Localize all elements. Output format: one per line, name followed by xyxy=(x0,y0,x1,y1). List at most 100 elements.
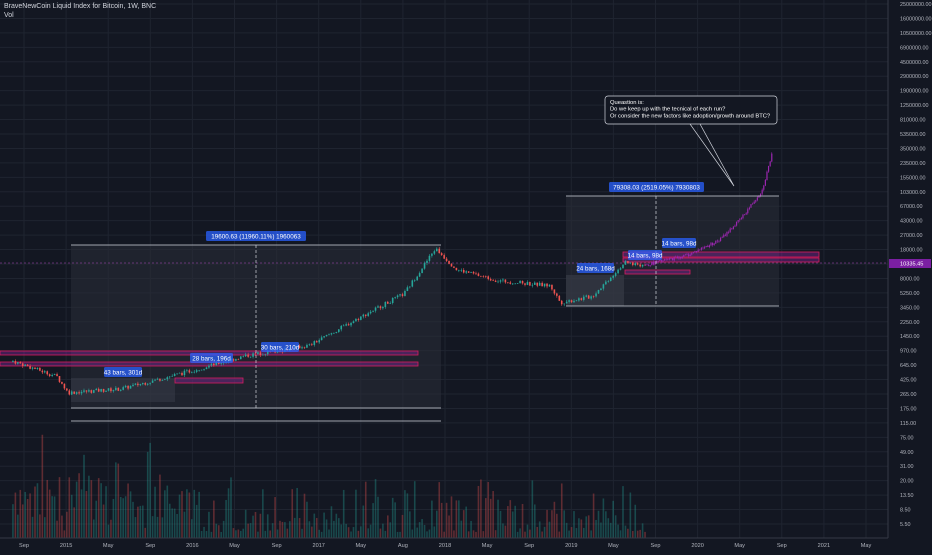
volume-bar xyxy=(560,483,563,538)
candle-body xyxy=(516,283,519,284)
volume-bar xyxy=(203,526,205,538)
candle-body xyxy=(597,290,600,294)
y-tick-label: 115.00 xyxy=(900,421,916,427)
volume-bar xyxy=(614,515,617,538)
volume-bar xyxy=(318,529,320,538)
projection-candle xyxy=(739,219,741,221)
volume-bar xyxy=(119,496,122,538)
candle-body xyxy=(63,383,66,389)
volume-bar xyxy=(360,526,362,538)
volume-bar xyxy=(306,501,308,538)
bar-count-label-3: 30 bars, 210d xyxy=(261,342,300,352)
volume-bar xyxy=(524,531,526,538)
volume-bar xyxy=(66,511,68,538)
volume-bar xyxy=(435,510,438,538)
candle-body xyxy=(590,296,592,299)
candle-body xyxy=(213,363,215,366)
projection-candle xyxy=(751,203,754,205)
projection-candle xyxy=(766,171,768,181)
projection-candle xyxy=(700,247,702,250)
candle-body xyxy=(406,287,409,291)
volume-bar xyxy=(529,529,531,538)
candle-body xyxy=(262,354,264,356)
projection-candle xyxy=(747,209,749,214)
bar-count-label-6-text: 14 bars, 98d xyxy=(661,240,697,247)
candle-body xyxy=(210,363,213,366)
candle-body xyxy=(546,283,548,287)
candle-body xyxy=(458,270,460,271)
projection-candle xyxy=(695,251,698,252)
candle-body xyxy=(195,370,198,372)
volume-bar xyxy=(242,528,245,538)
volume-bar xyxy=(377,496,379,538)
volume-bar xyxy=(409,511,411,538)
candle-body xyxy=(129,385,132,389)
projection-candle xyxy=(694,251,696,252)
volume-bar xyxy=(48,489,51,538)
candle-body xyxy=(235,359,237,361)
volume-bar xyxy=(514,505,516,538)
projection-candle xyxy=(689,254,691,256)
volume-bar xyxy=(164,490,166,538)
x-tick-label: May xyxy=(356,543,367,549)
volume-bar xyxy=(186,489,188,538)
candle-body xyxy=(12,361,14,363)
bar-count-label-1: 43 bars, 301d xyxy=(104,367,143,377)
projection-candle xyxy=(715,240,717,244)
projection-candle xyxy=(742,214,744,219)
volume-bar xyxy=(619,530,622,538)
volume-bar xyxy=(303,493,306,538)
projection-candle xyxy=(731,228,733,230)
volume-bar xyxy=(556,513,558,538)
volume-bar xyxy=(257,531,259,538)
projection-candle xyxy=(737,220,739,222)
projection-candle xyxy=(687,254,690,256)
volume-bar xyxy=(497,499,499,538)
projection-candle xyxy=(705,246,707,248)
volume-bar xyxy=(609,522,612,538)
candle-body xyxy=(600,288,602,291)
volume-bar xyxy=(70,494,73,538)
projection-candle xyxy=(711,242,714,245)
candle-body xyxy=(48,374,51,376)
x-tick-label: Sep xyxy=(145,543,155,549)
volume-bar xyxy=(445,502,448,538)
volume-bar xyxy=(166,485,169,538)
candle-body xyxy=(17,362,19,364)
volume-bar xyxy=(124,496,127,538)
candle-body xyxy=(379,306,382,309)
projection-candle xyxy=(735,221,738,226)
volume-bar xyxy=(168,503,171,538)
resistance-box xyxy=(174,377,244,384)
candle-body xyxy=(433,251,436,254)
candle-body xyxy=(132,384,134,386)
x-tick-label: 2015 xyxy=(60,543,72,549)
bar-count-label-5-text: 14 bars, 98d xyxy=(627,252,663,259)
volume-bar xyxy=(249,523,252,538)
y-tick-label: 1250000.00 xyxy=(900,103,928,109)
candle-body xyxy=(404,290,406,296)
candle-body xyxy=(480,275,482,277)
y-tick-label: 103000.00 xyxy=(900,190,925,196)
projection-candle xyxy=(753,201,755,204)
x-tick-label: 2020 xyxy=(691,543,703,549)
volume-bar xyxy=(239,530,242,538)
projection-candle xyxy=(686,254,688,255)
projection-candle xyxy=(644,264,646,266)
candle-body xyxy=(475,273,477,275)
candle-body xyxy=(161,379,164,381)
volume-bar xyxy=(24,491,26,538)
candle-body xyxy=(585,295,588,297)
volume-bar xyxy=(477,485,480,538)
bar-count-label-2: 28 bars, 196d xyxy=(190,353,233,363)
volume-bar xyxy=(73,507,75,538)
annotation: Queastion is:Do we keep up with the tecn… xyxy=(604,95,778,187)
x-tick-label: 2019 xyxy=(565,543,577,549)
volume-bar xyxy=(149,442,151,538)
measure-label-1-text: 19600.63 (11960.11%) 1960063 xyxy=(211,233,301,240)
volume-bar xyxy=(220,531,222,538)
projection-candle xyxy=(716,240,718,242)
candle-body xyxy=(308,344,311,345)
